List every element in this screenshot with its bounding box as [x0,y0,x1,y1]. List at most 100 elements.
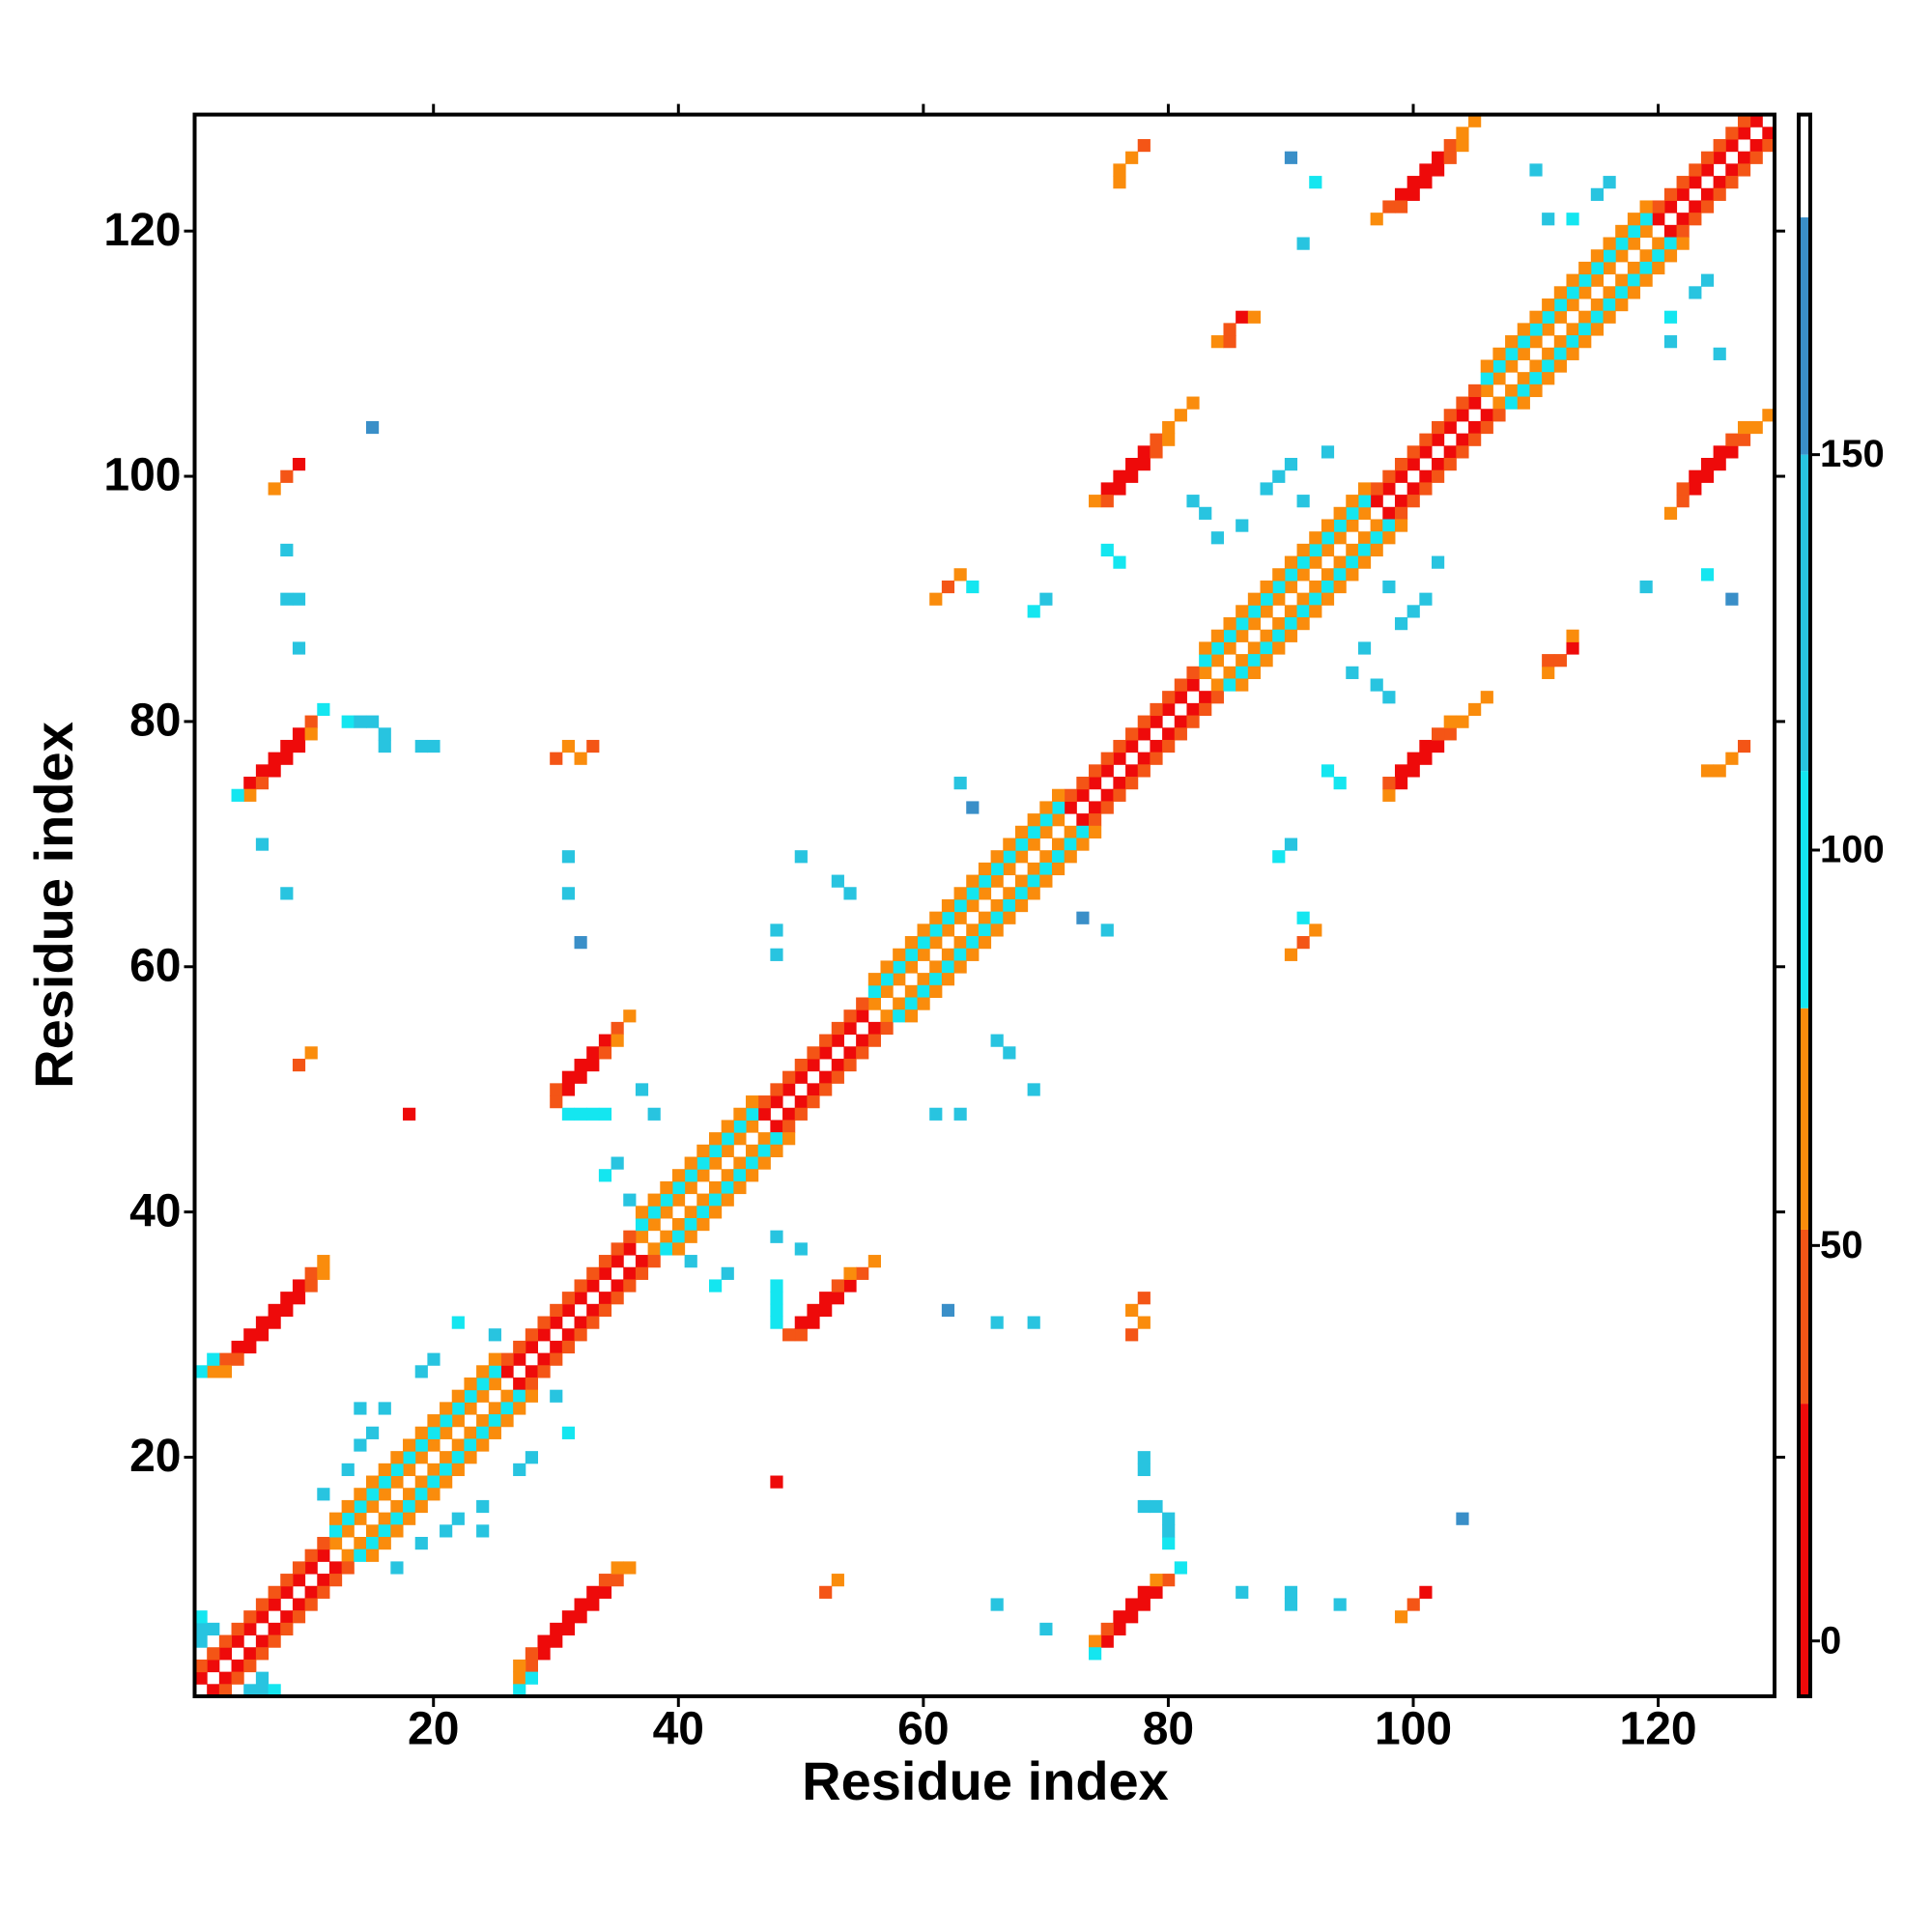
heatmap-cell [733,1120,747,1133]
heatmap-cell [1014,898,1029,913]
heatmap-cell [904,1009,919,1023]
heatmap-cell [574,1058,587,1072]
heatmap-cell [770,1230,783,1243]
heatmap-cell [1627,213,1641,226]
heatmap-cell [611,1292,624,1305]
heatmap-cell [255,764,270,778]
heatmap-cell [341,1561,355,1575]
heatmap-cell [770,1095,783,1109]
heatmap-cell [1125,739,1139,753]
heatmap-cell [1296,617,1310,631]
heatmap-cell [1700,273,1715,287]
x-tick-label: 120 [1620,1704,1697,1755]
heatmap-cell [1296,568,1310,582]
heatmap-cell [1480,384,1493,398]
heatmap-cell [831,1034,844,1047]
heatmap-cell [378,739,391,753]
heatmap-cell [1676,237,1690,250]
heatmap-cell [1223,335,1236,349]
heatmap-cell [194,1659,208,1673]
heatmap-cell [1223,678,1236,692]
heatmap-cell [500,1365,514,1378]
heatmap-cell [440,1451,453,1464]
heatmap-cell [1443,458,1457,471]
heatmap-cell [953,568,967,582]
heatmap-cell [880,960,894,974]
heatmap-cell [1113,777,1126,790]
heatmap-cell [574,1292,587,1305]
heatmap-cell [231,1352,244,1366]
heatmap-cell [1443,409,1457,422]
heatmap-cell [243,1622,257,1636]
heatmap-cell [561,1303,576,1318]
heatmap-cell [1590,323,1605,336]
heatmap-cell [476,1414,490,1428]
heatmap-cell [1542,666,1555,679]
heatmap-cell [1113,788,1126,802]
heatmap-cell [1186,702,1200,717]
heatmap-cell [1296,555,1310,569]
heatmap-cell [427,1414,440,1428]
heatmap-cell [1663,187,1678,201]
heatmap-cell [867,1255,881,1268]
heatmap-cell [1100,543,1114,557]
heatmap-cell [1590,187,1605,201]
heatmap-cell [1578,273,1592,287]
heatmap-cell [1456,1512,1469,1525]
heatmap-cell [635,1083,649,1096]
heatmap-cell [1700,187,1715,201]
heatmap-cell [990,1598,1004,1611]
heatmap-cell [1432,420,1445,435]
heatmap-cell [1627,286,1641,299]
heatmap-cell [243,1684,257,1697]
heatmap-cell [1529,384,1543,398]
heatmap-cell [1566,641,1579,655]
heatmap-cell [807,1083,820,1096]
colorbar-segment [1799,1008,1810,1230]
heatmap-cell [1382,506,1396,520]
heatmap-cell [1725,176,1739,189]
heatmap-cell [966,948,980,961]
heatmap-cell [1357,555,1372,569]
heatmap-cell [953,1107,967,1121]
heatmap-cell [1713,764,1726,778]
heatmap-cell [513,1352,526,1366]
heatmap-cell [1125,1598,1139,1611]
heatmap-cell [1542,654,1555,668]
heatmap-cell [1296,911,1310,924]
heatmap-cell [966,801,980,814]
heatmap-cell [782,1328,796,1342]
heatmap-cell [929,592,943,606]
heatmap-cell [1419,469,1433,483]
heatmap-cell [1566,286,1579,299]
heatmap-cell [1578,335,1592,349]
heatmap-cell [1150,702,1163,717]
heatmap-cell [1333,777,1347,790]
heatmap-cell [746,1169,759,1182]
heatmap-cell [292,1279,306,1293]
heatmap-cell [1456,409,1469,422]
heatmap-cell [1236,605,1249,618]
heatmap-cell [917,948,930,961]
heatmap-cell [1737,127,1751,140]
heatmap-cell [403,1488,416,1501]
heatmap-cell [611,1574,624,1587]
heatmap-cell [1210,691,1224,704]
heatmap-cell [292,1058,306,1072]
heatmap-cell [390,1561,404,1575]
heatmap-cell [440,1475,453,1489]
x-axis-title: Residue index [802,1750,1169,1811]
heatmap-cell [1137,1316,1151,1329]
heatmap-cell [268,1303,281,1318]
heatmap-cell [390,1475,404,1489]
heatmap-cell [1443,715,1457,728]
heatmap-cell [1713,176,1726,189]
heatmap-cell [611,1255,624,1268]
y-tick-label: 60 [129,940,181,991]
heatmap-cell [1321,580,1335,594]
heatmap-cell [427,739,440,753]
heatmap-cell [1615,249,1629,263]
heatmap-cell [1603,176,1616,189]
heatmap-cell [1333,1598,1347,1611]
heatmap-cell [1100,752,1114,765]
